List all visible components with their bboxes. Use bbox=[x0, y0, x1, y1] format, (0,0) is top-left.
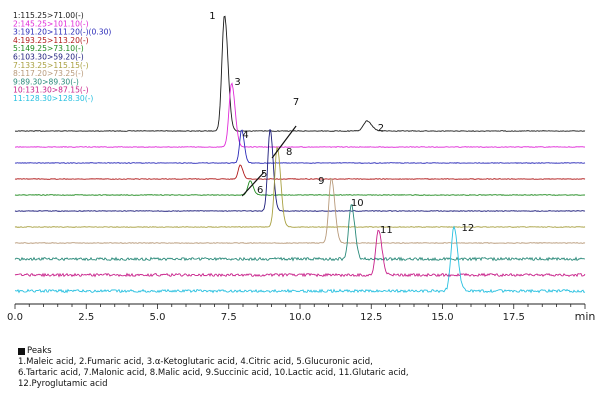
legend-entry-6: 6:103.30>59.20(-) bbox=[13, 53, 84, 62]
legend-entry-1: 1:115.25>71.00(-) bbox=[13, 11, 84, 20]
legend: 1:115.25>71.00(-)2:145.25>101.10(-)3:191… bbox=[13, 11, 111, 103]
peaks-legend-block: Peaks 1.Maleic acid, 2.Fumaric acid, 3.α… bbox=[18, 346, 588, 390]
x-tick-label: 0.0 bbox=[7, 312, 23, 323]
trace-5 bbox=[14, 180, 586, 196]
trace-10 bbox=[14, 229, 586, 278]
peaks-line-1: 1.Maleic acid, 2.Fumaric acid, 3.α-Ketog… bbox=[18, 357, 373, 367]
x-tick-label: 17.5 bbox=[503, 312, 525, 323]
peak-label-10: 10 bbox=[351, 198, 364, 209]
x-axis: 0.0 2.5 5.0 7.5 10.0 12.5 15.0 17.5 min bbox=[7, 303, 596, 323]
legend-entry-2: 2:145.25>101.10(-) bbox=[13, 19, 89, 28]
legend-entry-9: 9:89.30>89.30(-) bbox=[13, 77, 79, 86]
trace-9 bbox=[14, 204, 586, 262]
trace-3 bbox=[14, 129, 586, 164]
trace-11 bbox=[14, 225, 586, 294]
trace-1 bbox=[14, 15, 586, 132]
legend-entry-10: 10:131.30>87.15(-) bbox=[13, 86, 89, 95]
legend-entry-4: 4:193.25>113.20(-) bbox=[13, 36, 89, 45]
x-tick-label: 12.5 bbox=[360, 312, 382, 323]
leader-line-1 bbox=[241, 171, 265, 197]
peaks-line-3: 12.Pyroglutamic acid bbox=[18, 379, 108, 389]
peak-label-2: 2 bbox=[378, 123, 384, 134]
legend-entry-3: 3:191.20>111.20(-)(0.30) bbox=[13, 28, 111, 37]
peak-label-4: 4 bbox=[242, 130, 248, 141]
peak-label-9: 9 bbox=[318, 176, 324, 187]
peak-label-12: 12 bbox=[462, 223, 475, 234]
x-tick-label: 10.0 bbox=[289, 312, 311, 323]
peaks-title: Peaks bbox=[27, 346, 52, 356]
peaks-square-icon bbox=[18, 348, 25, 355]
peaks-line-2: 6.Tartaric acid, 7.Malonic acid, 8.Malic… bbox=[18, 368, 409, 378]
peak-label-11: 11 bbox=[380, 225, 393, 236]
x-axis-unit: min bbox=[575, 310, 596, 323]
peak-label-6: 6 bbox=[257, 185, 263, 196]
trace-7 bbox=[14, 145, 586, 228]
peak-label-3: 3 bbox=[234, 77, 240, 88]
trace-4 bbox=[14, 164, 586, 180]
peak-label-8: 8 bbox=[286, 147, 292, 158]
x-tick-label: 7.5 bbox=[221, 312, 237, 323]
trace-6 bbox=[14, 129, 586, 212]
legend-entry-7: 7:133.25>115.15(-) bbox=[13, 61, 89, 70]
leader-line-2 bbox=[271, 125, 297, 159]
trace-2 bbox=[14, 82, 586, 148]
legend-entry-8: 8:117.20>73.25(-) bbox=[13, 69, 84, 78]
peak-label-5: 5 bbox=[261, 169, 267, 180]
x-tick-label: 5.0 bbox=[150, 312, 166, 323]
peak-label-1: 1 bbox=[209, 11, 215, 22]
legend-entry-11: 11:128.30>128.30(-) bbox=[13, 94, 93, 103]
legend-entry-5: 5:149.25>73.10(-) bbox=[13, 44, 84, 53]
x-tick-label: 15.0 bbox=[431, 312, 453, 323]
trace-8 bbox=[14, 177, 586, 244]
x-tick-label: 2.5 bbox=[78, 312, 94, 323]
peak-label-7: 7 bbox=[293, 97, 299, 108]
trace-group bbox=[14, 15, 586, 294]
